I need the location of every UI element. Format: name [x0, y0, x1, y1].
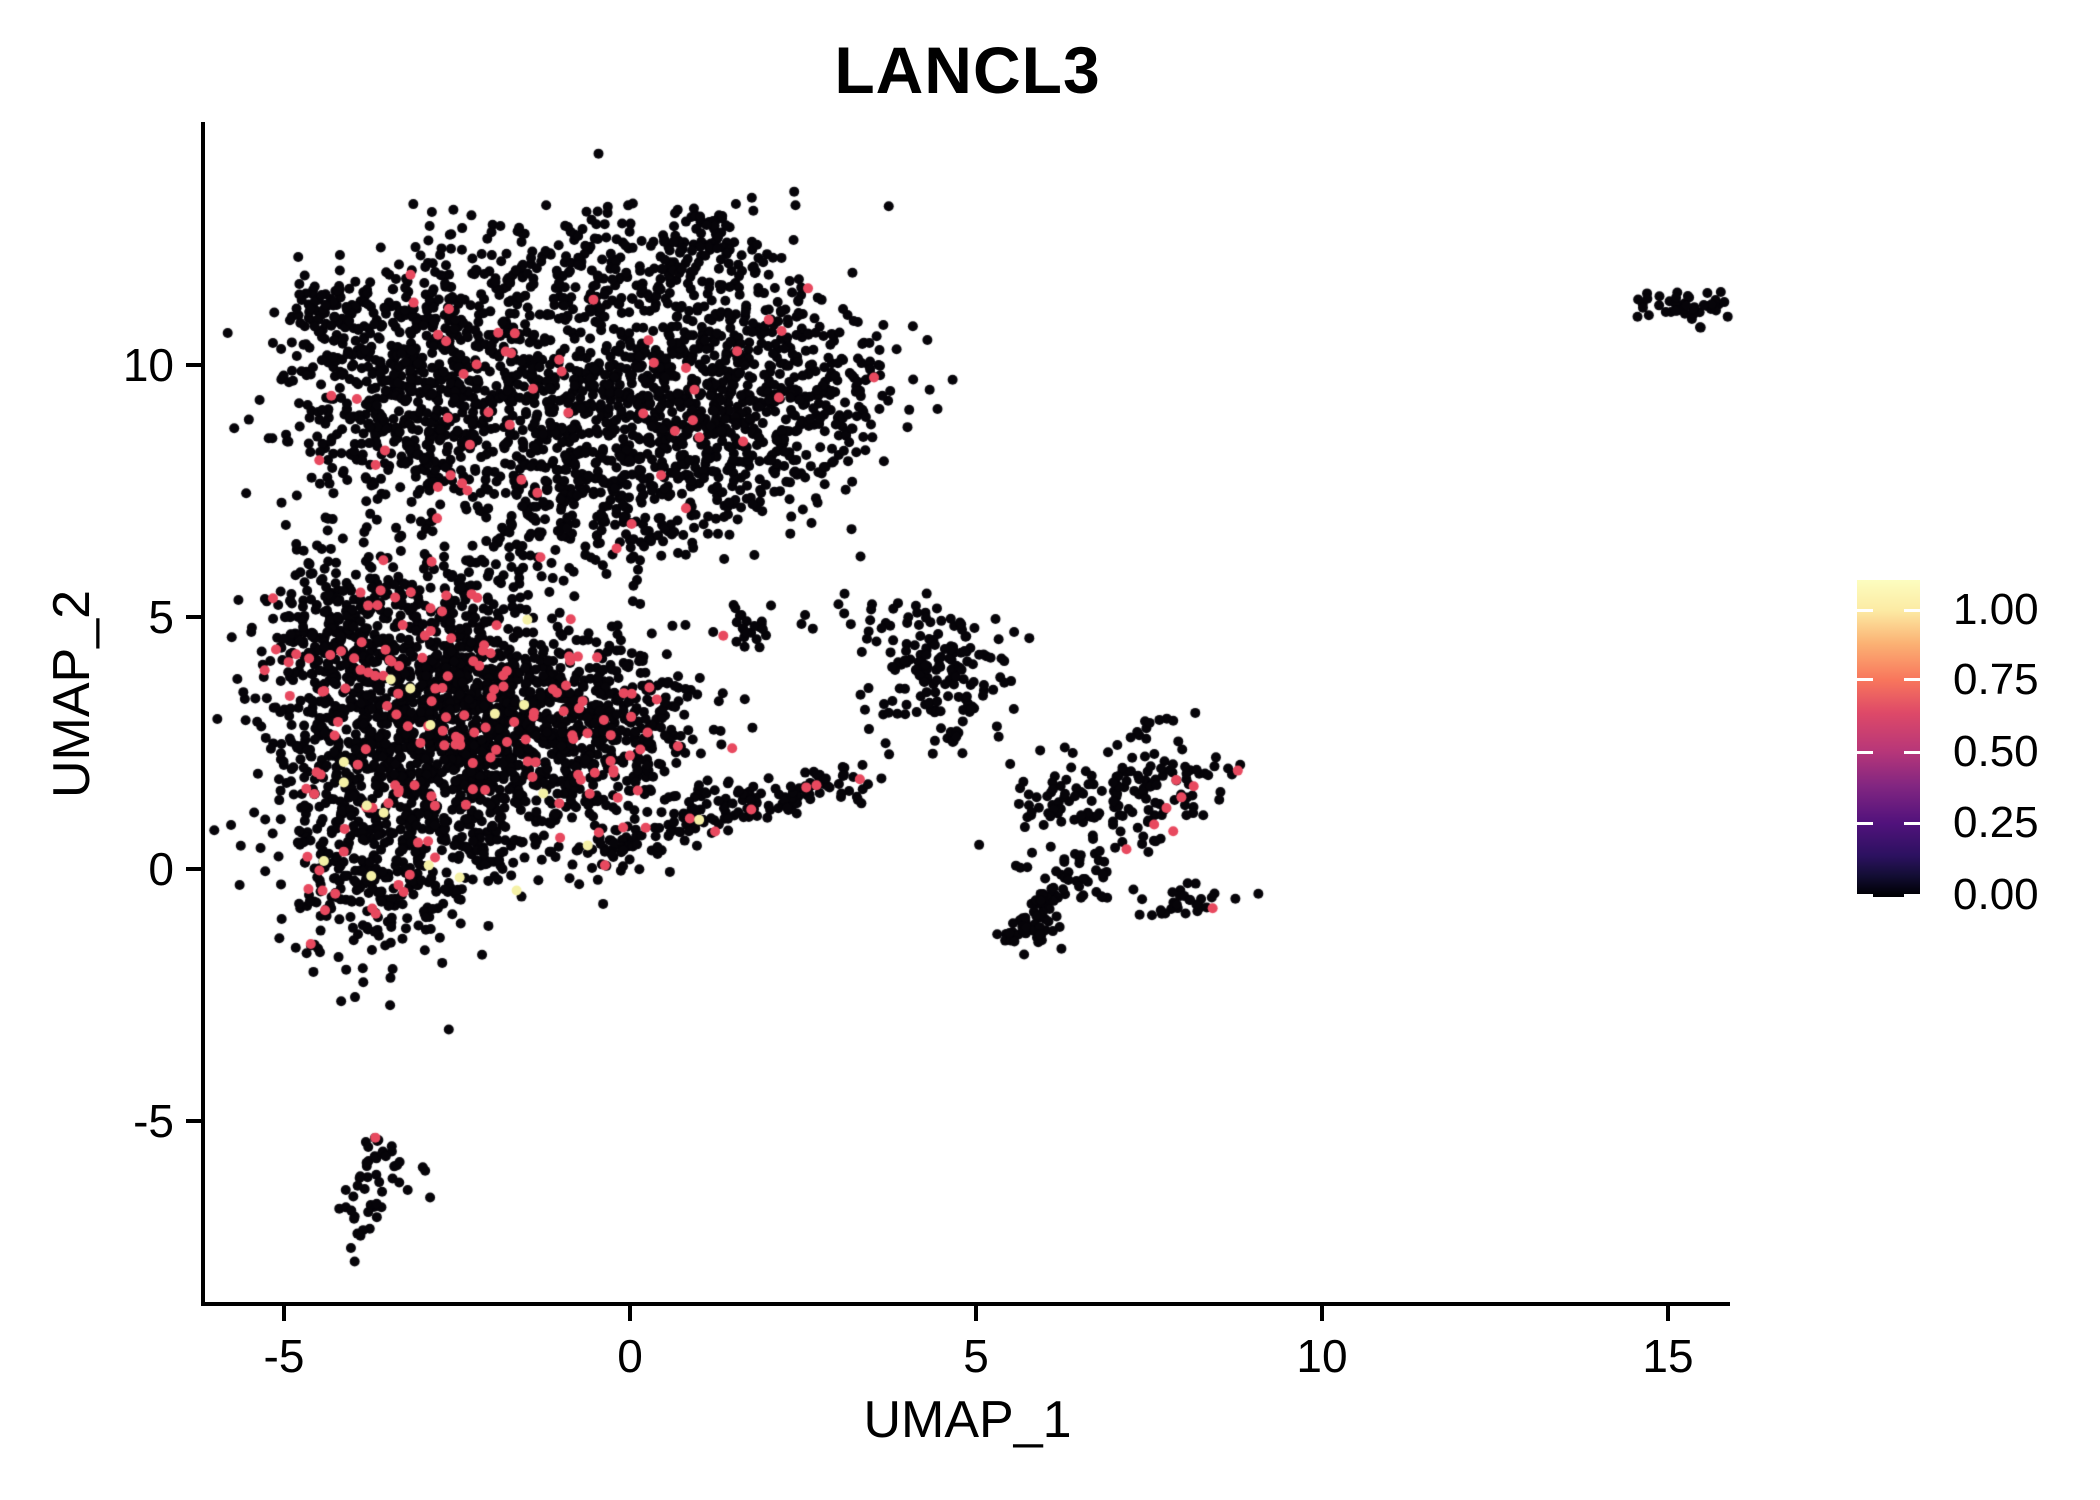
colorbar-tick: [1904, 893, 1920, 897]
colorbar-label: 0.75: [1953, 654, 2039, 704]
colorbar-label: 0.50: [1953, 727, 2039, 777]
x-tick-label: -5: [263, 1330, 305, 1382]
x-tick-label: 10: [1296, 1330, 1348, 1382]
x-axis-line: [201, 1302, 1730, 1306]
y-tick-mark: [186, 615, 201, 619]
colorbar-tick: [1904, 821, 1920, 825]
x-tick-mark: [1320, 1306, 1324, 1321]
colorbar-tick: [1904, 750, 1920, 754]
y-axis-title: UMAP_2: [43, 589, 101, 799]
colorbar-tick: [1857, 893, 1873, 897]
y-tick-mark: [186, 1119, 201, 1123]
x-tick-mark: [628, 1306, 632, 1321]
colorbar-tick: [1857, 608, 1873, 612]
x-tick-mark: [282, 1306, 286, 1321]
y-tick-label: -5: [133, 1095, 174, 1147]
y-tick-label: 0: [148, 843, 174, 895]
colorbar-tick: [1857, 678, 1873, 682]
colorbar-tick: [1904, 608, 1920, 612]
x-tick-label: 15: [1642, 1330, 1694, 1382]
colorbar-label: 0.00: [1953, 870, 2039, 920]
colorbar-gradient: [1857, 580, 1920, 897]
y-tick-mark: [186, 867, 201, 871]
y-axis-line: [201, 122, 205, 1306]
x-tick-mark: [1666, 1306, 1670, 1321]
colorbar-tick: [1857, 821, 1873, 825]
colorbar-label: 1.00: [1953, 585, 2039, 635]
y-tick-label: 5: [148, 591, 174, 643]
colorbar-tick: [1904, 678, 1920, 682]
y-tick-label: 10: [122, 339, 174, 391]
y-tick-mark: [186, 363, 201, 367]
colorbar-label: 0.25: [1953, 798, 2039, 848]
x-axis-title: UMAP_1: [863, 1391, 1072, 1449]
x-tick-label: 5: [963, 1330, 989, 1382]
x-tick-label: 0: [617, 1330, 643, 1382]
x-tick-mark: [974, 1306, 978, 1321]
colorbar-tick: [1857, 750, 1873, 754]
